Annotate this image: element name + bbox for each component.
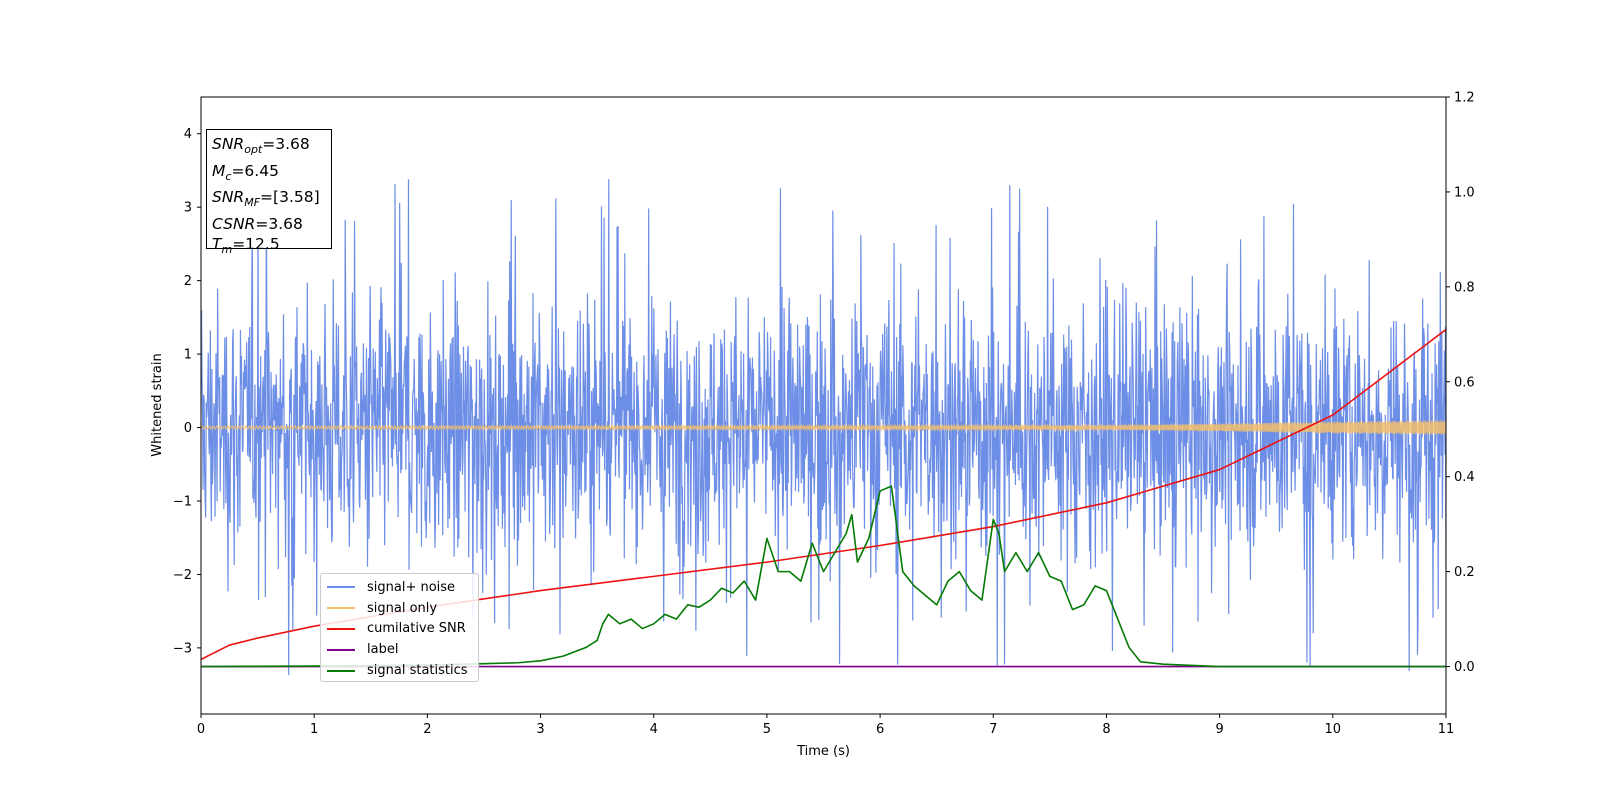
x-tick-label: 5 [763,722,771,737]
y-left-tick-label: 1 [184,348,192,363]
y-left-tick-label: 4 [184,127,192,142]
series-signal-statistics [201,485,1446,668]
csnr-annotation: CSNR=3.68 [212,214,303,233]
x-tick-label: 9 [1215,722,1223,737]
series-signal-only [201,420,1446,435]
legend-item-signal-noise: signal+ noise [327,577,478,598]
y-left-tick-label: −1 [173,494,192,509]
series-cumulative-snr [201,328,1446,661]
y-right-tick-label: 1.2 [1454,91,1475,106]
snr-opt-annotation: SNRopt=3.68 [212,135,310,156]
plot-frame [200,96,1447,715]
y-left-tick-label: 3 [184,201,192,216]
legend-item-signal-only: signal only [327,598,478,619]
x-tick-label: 10 [1325,722,1342,737]
y-left-tick-label: 0 [184,421,192,436]
mc-annotation: Mc=6.45 [212,161,279,183]
legend-item-label: label [327,639,478,660]
snr-mf-annotation: SNRMF=[3.58] [212,188,320,209]
tm-annotation: Tm=12.5 [212,235,280,256]
x-tick-label: 6 [876,722,884,737]
legend: signal+ noise signal only cumilative SNR… [320,573,479,682]
legend-swatch [327,586,355,589]
y-right-tick-label: 0.4 [1454,470,1475,485]
y-left-tick-label: −3 [173,641,192,656]
legend-swatch [327,648,355,651]
y-left-tick-label: 2 [184,274,192,289]
legend-item-signal-statistics: signal statistics [327,660,478,681]
legend-swatch [327,627,355,630]
legend-item-cumulative-snr: cumilative SNR [327,619,478,640]
y-left-tick-label: −2 [173,568,192,583]
x-tick-label: 1 [310,722,318,737]
legend-swatch [327,669,355,672]
x-tick-label: 3 [536,722,544,737]
y-right-tick-label: 0.8 [1454,280,1475,295]
legend-swatch [327,607,355,610]
series-signal-noise [201,179,1446,676]
y-right-tick-label: 0.2 [1454,565,1475,580]
x-tick-label: 8 [1102,722,1110,737]
annotation-box: SNRopt=3.68 Mc=6.45 SNRMF=[3.58] CSNR=3.… [206,129,332,256]
x-tick-label: 2 [423,722,431,737]
y-right-tick-label: 1.0 [1454,185,1475,200]
y-right-tick-label: 0.6 [1454,375,1475,390]
x-tick-label: 7 [989,722,997,737]
x-axis-label: Time (s) [796,744,850,759]
x-tick-label: 0 [197,722,205,737]
x-tick-label: 11 [1438,722,1455,737]
x-tick-label: 4 [650,722,658,737]
y-right-tick-label: 0.0 [1454,660,1475,675]
y-axis-label: Whitened strain [150,353,165,456]
